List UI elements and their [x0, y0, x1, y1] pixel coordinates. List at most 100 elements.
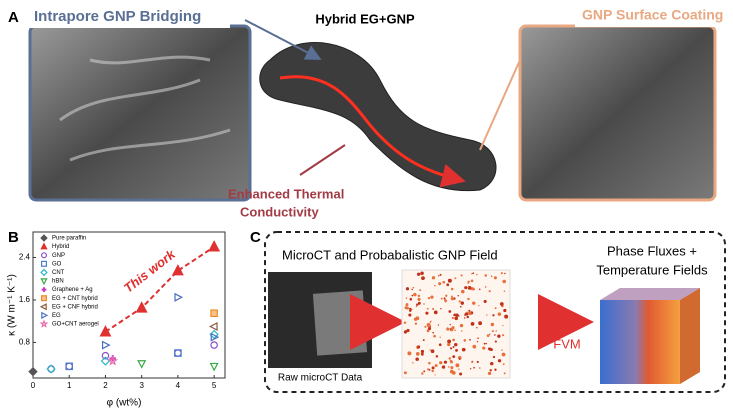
dot — [482, 346, 486, 350]
dot — [504, 272, 506, 275]
dot — [448, 310, 452, 313]
dot — [439, 361, 443, 365]
dot — [424, 325, 427, 328]
pointer — [244, 19, 322, 60]
legend-label: Pure paraffin — [52, 236, 86, 242]
tube — [259, 42, 497, 192]
dot — [502, 334, 505, 337]
dot — [464, 317, 466, 319]
dot — [446, 283, 450, 287]
legend-label: hBN — [52, 279, 64, 285]
panel-frame — [264, 231, 726, 393]
dot — [417, 345, 421, 349]
dot — [486, 314, 488, 316]
legend-label: Hybrid — [52, 244, 69, 250]
dot — [447, 339, 452, 344]
title-bg — [30, 6, 230, 28]
cube-side — [680, 288, 700, 384]
dot — [413, 292, 417, 297]
center-title: Hybrid EG+GNP — [315, 11, 415, 26]
dot — [491, 275, 493, 277]
dot — [450, 287, 454, 291]
sample — [312, 290, 368, 356]
marker — [174, 292, 184, 302]
dot — [460, 274, 463, 277]
x-tick-label: 2 — [103, 381, 108, 390]
annotation: Enhanced Thermal — [228, 186, 344, 201]
legend-label: GO — [52, 261, 62, 267]
y-tick-label: 0.8 — [19, 338, 31, 347]
dot — [417, 294, 421, 298]
dot — [461, 347, 466, 352]
dot — [432, 331, 434, 334]
dot — [483, 342, 486, 345]
legend-label: EG + CNF hybrid — [52, 304, 98, 310]
marker — [174, 349, 182, 357]
marker — [41, 287, 47, 292]
marker — [40, 260, 47, 267]
dot — [495, 330, 497, 332]
dot — [438, 282, 442, 286]
dot — [415, 305, 418, 308]
dot — [446, 327, 449, 330]
panel-title: MicroCT and Probabalistic GNP Field — [282, 247, 498, 262]
dot — [408, 313, 412, 317]
dot — [420, 349, 425, 354]
left-title: Intrapore GNP Bridging — [34, 8, 201, 25]
dot — [403, 371, 407, 375]
dot — [497, 334, 501, 338]
dot — [429, 321, 431, 323]
dot — [417, 297, 421, 301]
dot — [438, 343, 442, 347]
marker — [101, 351, 110, 360]
marker — [208, 321, 218, 332]
dot — [434, 364, 438, 368]
dot — [434, 284, 436, 287]
dot — [452, 338, 455, 342]
dot — [443, 360, 448, 364]
marker — [210, 341, 218, 349]
dot — [472, 344, 477, 349]
plot-frame — [32, 231, 226, 379]
dot — [468, 309, 471, 312]
dot — [458, 358, 461, 361]
dot — [434, 374, 436, 376]
dot — [448, 357, 451, 360]
x-tick-label: 4 — [176, 381, 181, 390]
marker — [40, 278, 48, 286]
dot — [463, 339, 467, 342]
cube-top — [600, 288, 700, 300]
dot — [428, 361, 431, 365]
dot — [464, 312, 469, 316]
dot — [403, 330, 408, 334]
dot — [492, 314, 495, 317]
dot — [449, 323, 451, 326]
dot — [427, 368, 430, 371]
dot — [493, 276, 497, 280]
dot — [411, 288, 413, 291]
dot — [415, 352, 420, 356]
dot — [487, 371, 492, 376]
dot — [470, 279, 474, 283]
dot — [421, 372, 424, 375]
marker — [41, 311, 49, 320]
dot — [449, 359, 453, 363]
marker — [46, 364, 56, 374]
dot — [423, 303, 425, 305]
dot — [485, 342, 487, 345]
marker — [28, 366, 38, 377]
y-tick-label: 1.6 — [19, 295, 31, 304]
dot — [441, 365, 446, 369]
dot — [470, 287, 474, 291]
dot — [502, 363, 505, 366]
dot — [460, 330, 463, 332]
marker — [135, 301, 148, 313]
dot — [484, 274, 488, 277]
legend-label: EG — [52, 313, 61, 319]
dot — [467, 280, 470, 283]
dot — [452, 345, 455, 348]
dot — [454, 342, 458, 347]
dot — [458, 300, 461, 303]
dot — [426, 329, 430, 333]
